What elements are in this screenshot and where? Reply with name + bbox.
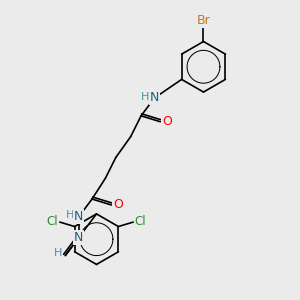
Text: Br: Br: [196, 14, 210, 27]
Text: H: H: [141, 92, 149, 101]
Text: H: H: [66, 210, 74, 220]
Text: N: N: [150, 92, 159, 104]
Text: N: N: [74, 231, 83, 244]
Text: N: N: [74, 210, 83, 224]
Text: O: O: [113, 199, 123, 212]
Text: Cl: Cl: [135, 215, 146, 228]
Text: H: H: [54, 248, 62, 257]
Text: Cl: Cl: [46, 215, 58, 228]
Text: O: O: [162, 115, 172, 128]
